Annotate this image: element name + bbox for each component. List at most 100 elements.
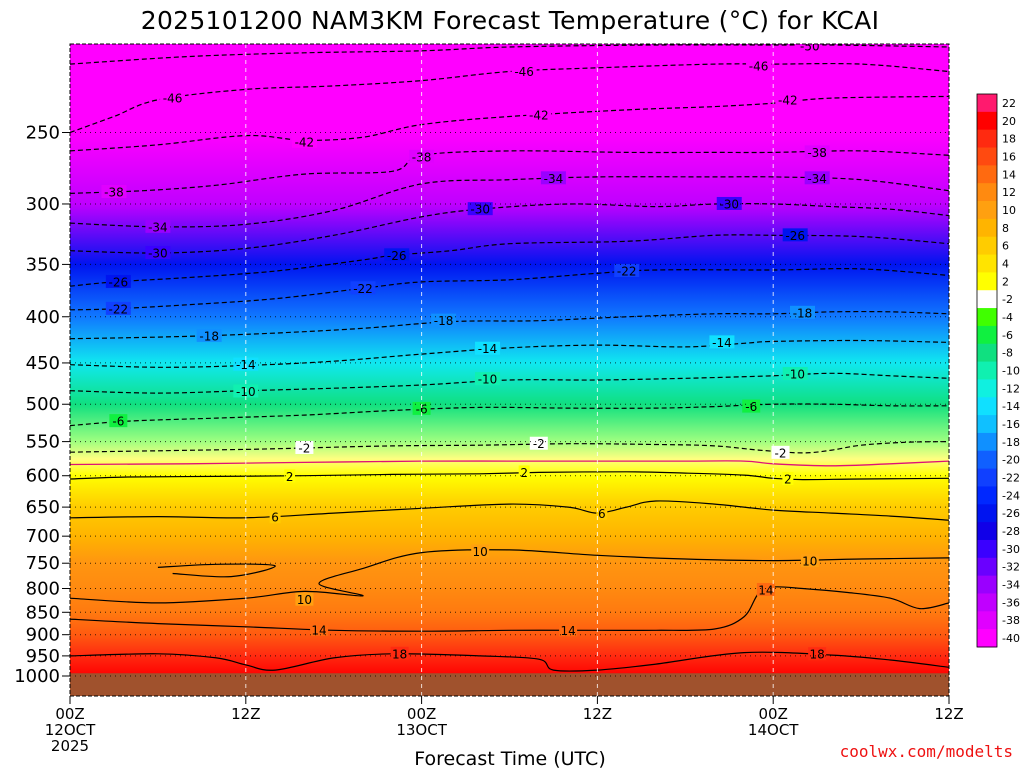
contour-label: 14 <box>311 623 326 637</box>
contour-label-bg <box>518 465 530 479</box>
contour-label-bg <box>808 647 827 661</box>
colorbar-label: -32 <box>1002 561 1020 574</box>
colorbar-label: -34 <box>1002 579 1020 592</box>
contour-line--10 <box>70 372 949 394</box>
y-tick-label: 700 <box>26 526 60 547</box>
colorbar-swatch <box>977 379 997 398</box>
colorbar-swatch <box>977 504 997 523</box>
contour-label: -14 <box>712 336 732 350</box>
contour-label-bg <box>771 445 790 459</box>
contour-label-bg <box>790 305 815 319</box>
contour-label-bg <box>467 202 493 216</box>
colorbar-swatch <box>977 343 997 363</box>
contour-label-bg <box>291 134 317 148</box>
ground-surface <box>70 673 949 696</box>
colorbar-label: -2 <box>1002 293 1013 306</box>
colorbar-swatch <box>977 218 997 238</box>
contour-line--22 <box>70 268 949 311</box>
colorbar-legend: 22 20 18 16 14 12 10 8 6 4 2 -2 -4 -6 -8 -10 -12 -14 -16 -1… <box>976 93 1020 648</box>
contour-label: -38 <box>104 186 124 200</box>
contour-label-bg <box>295 440 314 454</box>
colorbar-frame <box>976 93 998 648</box>
contour-label-bg <box>526 107 552 121</box>
y-tick-label: 550 <box>26 432 60 453</box>
y-tick-label: 300 <box>26 194 60 215</box>
colorbar-label: 12 <box>1002 186 1016 199</box>
x-tick-label: 2025 <box>51 737 89 755</box>
contour-line--38 <box>70 150 949 194</box>
colorbar-label: 4 <box>1002 257 1009 270</box>
contour-label-bg <box>284 469 296 483</box>
contour-label-bg <box>431 313 457 327</box>
colorbar-swatch <box>977 522 997 541</box>
contour-label-bg <box>559 623 578 637</box>
colorbar-label: -30 <box>1002 543 1020 556</box>
contour-label: -6 <box>112 415 124 429</box>
x-tick-label: 12OCT <box>45 721 96 739</box>
contour-label: 2 <box>286 470 294 484</box>
colorbar-swatch <box>977 432 997 452</box>
contour-label-bg <box>804 171 830 185</box>
colorbar-swatch <box>977 486 997 505</box>
contour-line-2 <box>70 471 949 481</box>
colorbar-label: 18 <box>1002 133 1016 146</box>
contour-label-bg <box>350 281 376 295</box>
colorbar-swatch <box>977 111 997 131</box>
contour-label-bg <box>105 301 131 315</box>
colorbar-swatch <box>977 468 997 487</box>
colorbar-label: 14 <box>1002 168 1016 181</box>
contour-label-bg <box>390 646 409 660</box>
contour-lines: -50-46-46 -46-42-42-42-38-38 -38-34-34 -34-… <box>70 44 949 672</box>
contour-label-bg <box>800 554 819 568</box>
contour-label-bg <box>101 185 127 199</box>
contour-label-bg <box>109 414 128 428</box>
colorbar-label: 8 <box>1002 222 1009 235</box>
contour-label-bg <box>105 274 131 288</box>
contour-label: -2 <box>298 441 310 455</box>
contour-label-bg <box>782 228 808 242</box>
y-tick-label: 1000 <box>14 666 60 687</box>
credit-link[interactable]: coolwx.com/modelts <box>840 742 1013 761</box>
contour-label-bg <box>269 510 281 524</box>
x-tick-label: 00Z <box>55 705 84 723</box>
contour-label: -22 <box>109 302 129 316</box>
y-axis: 2503003504004505005506006507007508008509… <box>14 122 70 687</box>
contour-label-bg <box>145 219 171 233</box>
contour-label-bg <box>797 44 823 52</box>
colorbar-swatch <box>977 236 997 256</box>
contour-line--34 <box>70 176 949 228</box>
contour-label: 6 <box>598 507 606 521</box>
colorbar-swatch <box>977 611 997 630</box>
contour-label: -26 <box>785 229 805 243</box>
chart-title: 2025101200 NAM3KM Forecast Temperature (… <box>141 6 880 35</box>
contour-label: -42 <box>529 108 549 122</box>
contour-label: 18 <box>810 648 825 662</box>
colorbar-swatch <box>977 593 997 612</box>
contour-label: -18 <box>793 306 813 320</box>
contour-line--26 <box>70 234 949 287</box>
colorbar-swatch <box>977 361 997 380</box>
contour-label: -46 <box>749 59 769 73</box>
y-tick-label: 400 <box>26 307 60 328</box>
contour-label-bg <box>160 91 186 105</box>
contour-label: -38 <box>807 146 827 160</box>
contour-label: -30 <box>719 197 739 211</box>
contour-label-bg <box>782 471 794 485</box>
contour-label: -34 <box>544 172 564 186</box>
colorbar-label: -40 <box>1002 632 1020 645</box>
colorbar-swatch <box>977 183 997 202</box>
contour-label-bg <box>511 64 537 78</box>
contour-label-bg <box>756 582 775 596</box>
contour-label: 14 <box>560 624 575 638</box>
contour-label: -46 <box>514 65 534 79</box>
x-tick-label: 12Z <box>934 705 963 723</box>
contour-label: 10 <box>473 545 488 559</box>
contour-line--30 <box>70 203 949 254</box>
contour-label: 10 <box>297 593 312 607</box>
colorbar-swatch <box>977 254 997 273</box>
colorbar-swatch <box>977 147 997 166</box>
contour-label: -6 <box>745 400 757 414</box>
contour-label: 2 <box>520 466 528 480</box>
